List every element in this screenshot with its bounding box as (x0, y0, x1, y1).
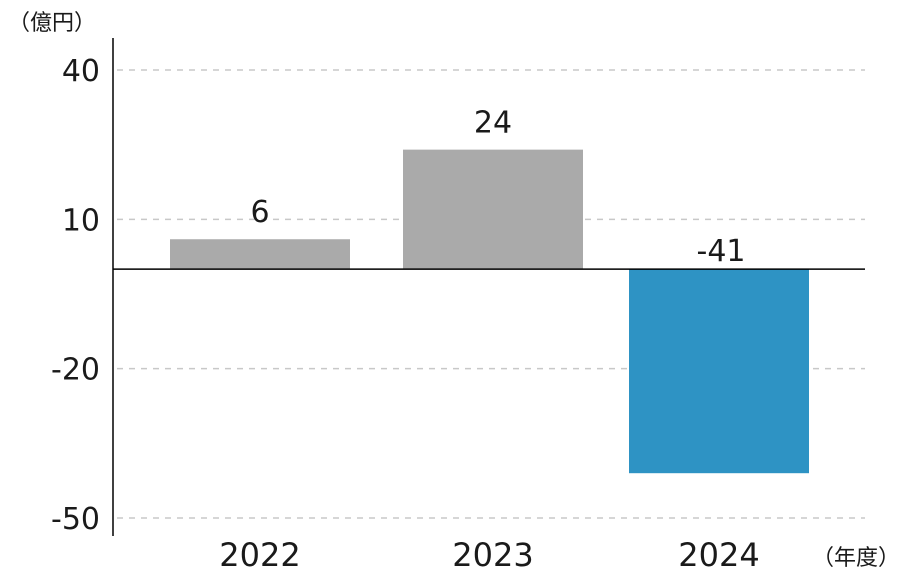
value-labels: 6 24 -41 (250, 106, 745, 269)
bar-2023 (403, 149, 583, 270)
y-tick-label: -20 (51, 353, 100, 388)
value-label-2023: 24 (474, 106, 512, 141)
y-axis-ticks: 40 10 -20 -50 (51, 54, 100, 537)
category-label-2024: 2024 (678, 536, 759, 574)
bars (170, 149, 809, 474)
y-tick-label: -50 (51, 502, 100, 537)
y-axis-unit-label: （億円） (8, 11, 96, 36)
y-tick-label: 40 (62, 54, 100, 89)
x-axis-categories: 2022 2023 2024 (219, 536, 759, 574)
y-tick-label: 10 (62, 203, 100, 238)
bar-2024 (629, 269, 809, 474)
category-label-2022: 2022 (219, 536, 300, 574)
value-label-2024: -41 (697, 234, 746, 269)
bar-2022 (170, 239, 350, 270)
category-label-2023: 2023 (452, 536, 533, 574)
value-label-2022: 6 (250, 195, 269, 230)
x-axis-unit-label: （年度） (812, 546, 900, 571)
